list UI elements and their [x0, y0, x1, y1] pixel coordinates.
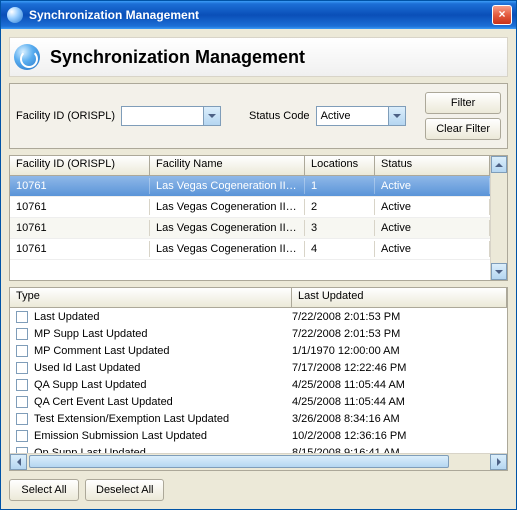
grid-header: Facility ID (ORISPL) Facility Name Locat… [10, 156, 490, 176]
type-label: Last Updated [34, 311, 286, 323]
sync-icon [14, 44, 40, 70]
page-banner: Synchronization Management [9, 37, 508, 77]
cell-facility-name: Las Vegas Cogeneration II, LLC [150, 199, 305, 215]
list-item[interactable]: Test Extension/Exemption Last Updated 3/2… [10, 410, 507, 427]
type-label: QA Supp Last Updated [34, 379, 286, 391]
window-root: Synchronization Management × Synchroniza… [0, 0, 517, 510]
cell-facility-id: 10761 [10, 199, 150, 215]
status-code-select[interactable]: Active [316, 106, 406, 126]
select-all-button[interactable]: Select All [9, 479, 79, 501]
chevron-down-icon [203, 107, 220, 125]
type-label: MP Comment Last Updated [34, 345, 286, 357]
cell-facility-name: Las Vegas Cogeneration II, LLC [150, 220, 305, 236]
list-item[interactable]: QA Cert Event Last Updated 4/25/2008 11:0… [10, 393, 507, 410]
filter-bar: Facility ID (ORISPL) Status Code Active … [9, 83, 508, 149]
cell-facility-id: 10761 [10, 220, 150, 236]
list-item[interactable]: Op Supp Last Updated8/15/2008 9:16:41 AM [10, 444, 507, 453]
list-item[interactable]: Used Id Last Updated 7/17/2008 12:22:46 P… [10, 359, 507, 376]
scroll-thumb[interactable] [29, 455, 449, 468]
cell-locations: 3 [305, 220, 375, 236]
type-label: QA Cert Event Last Updated [34, 396, 286, 408]
col-facility-id[interactable]: Facility ID (ORISPL) [10, 156, 150, 175]
close-button[interactable]: × [492, 5, 512, 25]
cell-status: Active [375, 199, 490, 215]
cell-locations: 1 [305, 178, 375, 194]
last-updated-value: 3/26/2008 8:34:16 AM [292, 413, 501, 425]
facility-id-select[interactable] [121, 106, 221, 126]
facilities-grid: Facility ID (ORISPL) Facility Name Locat… [9, 155, 508, 281]
type-label: MP Supp Last Updated [34, 328, 286, 340]
table-row[interactable]: 10761Las Vegas Cogeneration II, LLC1Acti… [10, 176, 490, 197]
app-icon [7, 7, 23, 23]
col-locations[interactable]: Locations [305, 156, 375, 175]
types-horizontal-scrollbar[interactable] [10, 453, 507, 470]
col-last-updated[interactable]: Last Updated [292, 288, 507, 307]
status-code-value: Active [317, 110, 388, 122]
type-label: Used Id Last Updated [34, 362, 286, 374]
filter-button[interactable]: Filter [425, 92, 501, 114]
scroll-down-button[interactable] [491, 263, 507, 280]
cell-facility-name: Las Vegas Cogeneration II, LLC [150, 178, 305, 194]
titlebar: Synchronization Management × [1, 1, 516, 29]
checkbox[interactable] [16, 379, 28, 391]
cell-facility-id: 10761 [10, 178, 150, 194]
last-updated-value: 1/1/1970 12:00:00 AM [292, 345, 501, 357]
cell-facility-id: 10761 [10, 241, 150, 257]
window-title: Synchronization Management [29, 8, 492, 22]
checkbox[interactable] [16, 362, 28, 374]
checkbox[interactable] [16, 430, 28, 442]
cell-locations: 4 [305, 241, 375, 257]
status-code-label: Status Code [249, 110, 310, 122]
client-area: Synchronization Management Facility ID (… [1, 29, 516, 509]
table-row[interactable]: 10761Las Vegas Cogeneration II, LLC2Acti… [10, 197, 490, 218]
list-item[interactable]: Last Updated 7/22/2008 2:01:53 PM [10, 308, 507, 325]
last-updated-value: 10/2/2008 12:36:16 PM [292, 430, 501, 442]
col-type[interactable]: Type [10, 288, 292, 307]
scroll-left-button[interactable] [10, 454, 27, 470]
last-updated-value: 4/25/2008 11:05:44 AM [292, 379, 501, 391]
cell-status: Active [375, 178, 490, 194]
selection-buttons: Select All Deselect All [9, 477, 508, 501]
clear-filter-button[interactable]: Clear Filter [425, 118, 501, 140]
deselect-all-button[interactable]: Deselect All [85, 479, 164, 501]
page-title: Synchronization Management [50, 47, 305, 68]
last-updated-value: 7/22/2008 2:01:53 PM [292, 311, 501, 323]
list-item[interactable]: MP Supp Last Updated 7/22/2008 2:01:53 PM [10, 325, 507, 342]
checkbox[interactable] [16, 311, 28, 323]
last-updated-value: 7/22/2008 2:01:53 PM [292, 328, 501, 340]
checkbox[interactable] [16, 345, 28, 357]
facility-id-label: Facility ID (ORISPL) [16, 110, 115, 122]
table-row[interactable]: 10761Las Vegas Cogeneration II, LLC3Acti… [10, 218, 490, 239]
col-facility-name[interactable]: Facility Name [150, 156, 305, 175]
cell-status: Active [375, 220, 490, 236]
scroll-track[interactable] [491, 173, 507, 263]
col-status[interactable]: Status [375, 156, 490, 175]
checkbox[interactable] [16, 328, 28, 340]
cell-locations: 2 [305, 199, 375, 215]
grid-vertical-scrollbar[interactable] [490, 156, 507, 280]
scroll-track[interactable] [27, 454, 490, 470]
last-updated-value: 7/17/2008 12:22:46 PM [292, 362, 501, 374]
chevron-down-icon [388, 107, 405, 125]
cell-status: Active [375, 241, 490, 257]
scroll-up-button[interactable] [491, 156, 507, 173]
type-label: Emission Submission Last Updated [34, 430, 286, 442]
list-item[interactable]: QA Supp Last Updated 4/25/2008 11:05:44 A… [10, 376, 507, 393]
types-header: Type Last Updated [10, 288, 507, 308]
checkbox[interactable] [16, 413, 28, 425]
list-item[interactable]: MP Comment Last Updated 1/1/1970 12:00:00… [10, 342, 507, 359]
checkbox[interactable] [16, 396, 28, 408]
last-updated-value: 4/25/2008 11:05:44 AM [292, 396, 501, 408]
table-row[interactable]: 10761Las Vegas Cogeneration II, LLC4Acti… [10, 239, 490, 260]
scroll-right-button[interactable] [490, 454, 507, 470]
type-label: Test Extension/Exemption Last Updated [34, 413, 286, 425]
types-list: Type Last Updated Last Updated 7/22/2008 … [9, 287, 508, 471]
cell-facility-name: Las Vegas Cogeneration II, LLC [150, 241, 305, 257]
list-item[interactable]: Emission Submission Last Updated 10/2/200… [10, 427, 507, 444]
